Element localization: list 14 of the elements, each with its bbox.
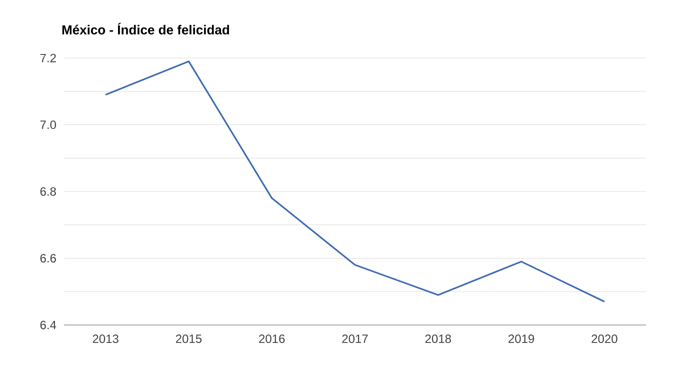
y-tick-label: 6.4 [40,320,56,330]
x-tick-label: 2015 [176,334,202,344]
y-tick-label: 6.6 [40,254,56,262]
line-series [104,60,606,302]
x-tick-label: 2013 [92,334,118,344]
chart-title: México - Índice de felicidad [62,22,230,34]
y-tick-label: 7.0 [40,120,56,129]
x-tick-label: 2017 [342,334,368,344]
x-tick-label: 2020 [592,334,618,344]
y-tick-label: 6.8 [40,187,56,196]
x-tick-label: 2016 [259,334,285,344]
y-tick-label: 7.2 [40,54,56,62]
x-tick-label: 2018 [425,334,451,344]
x-tick-label: 2019 [508,334,534,344]
